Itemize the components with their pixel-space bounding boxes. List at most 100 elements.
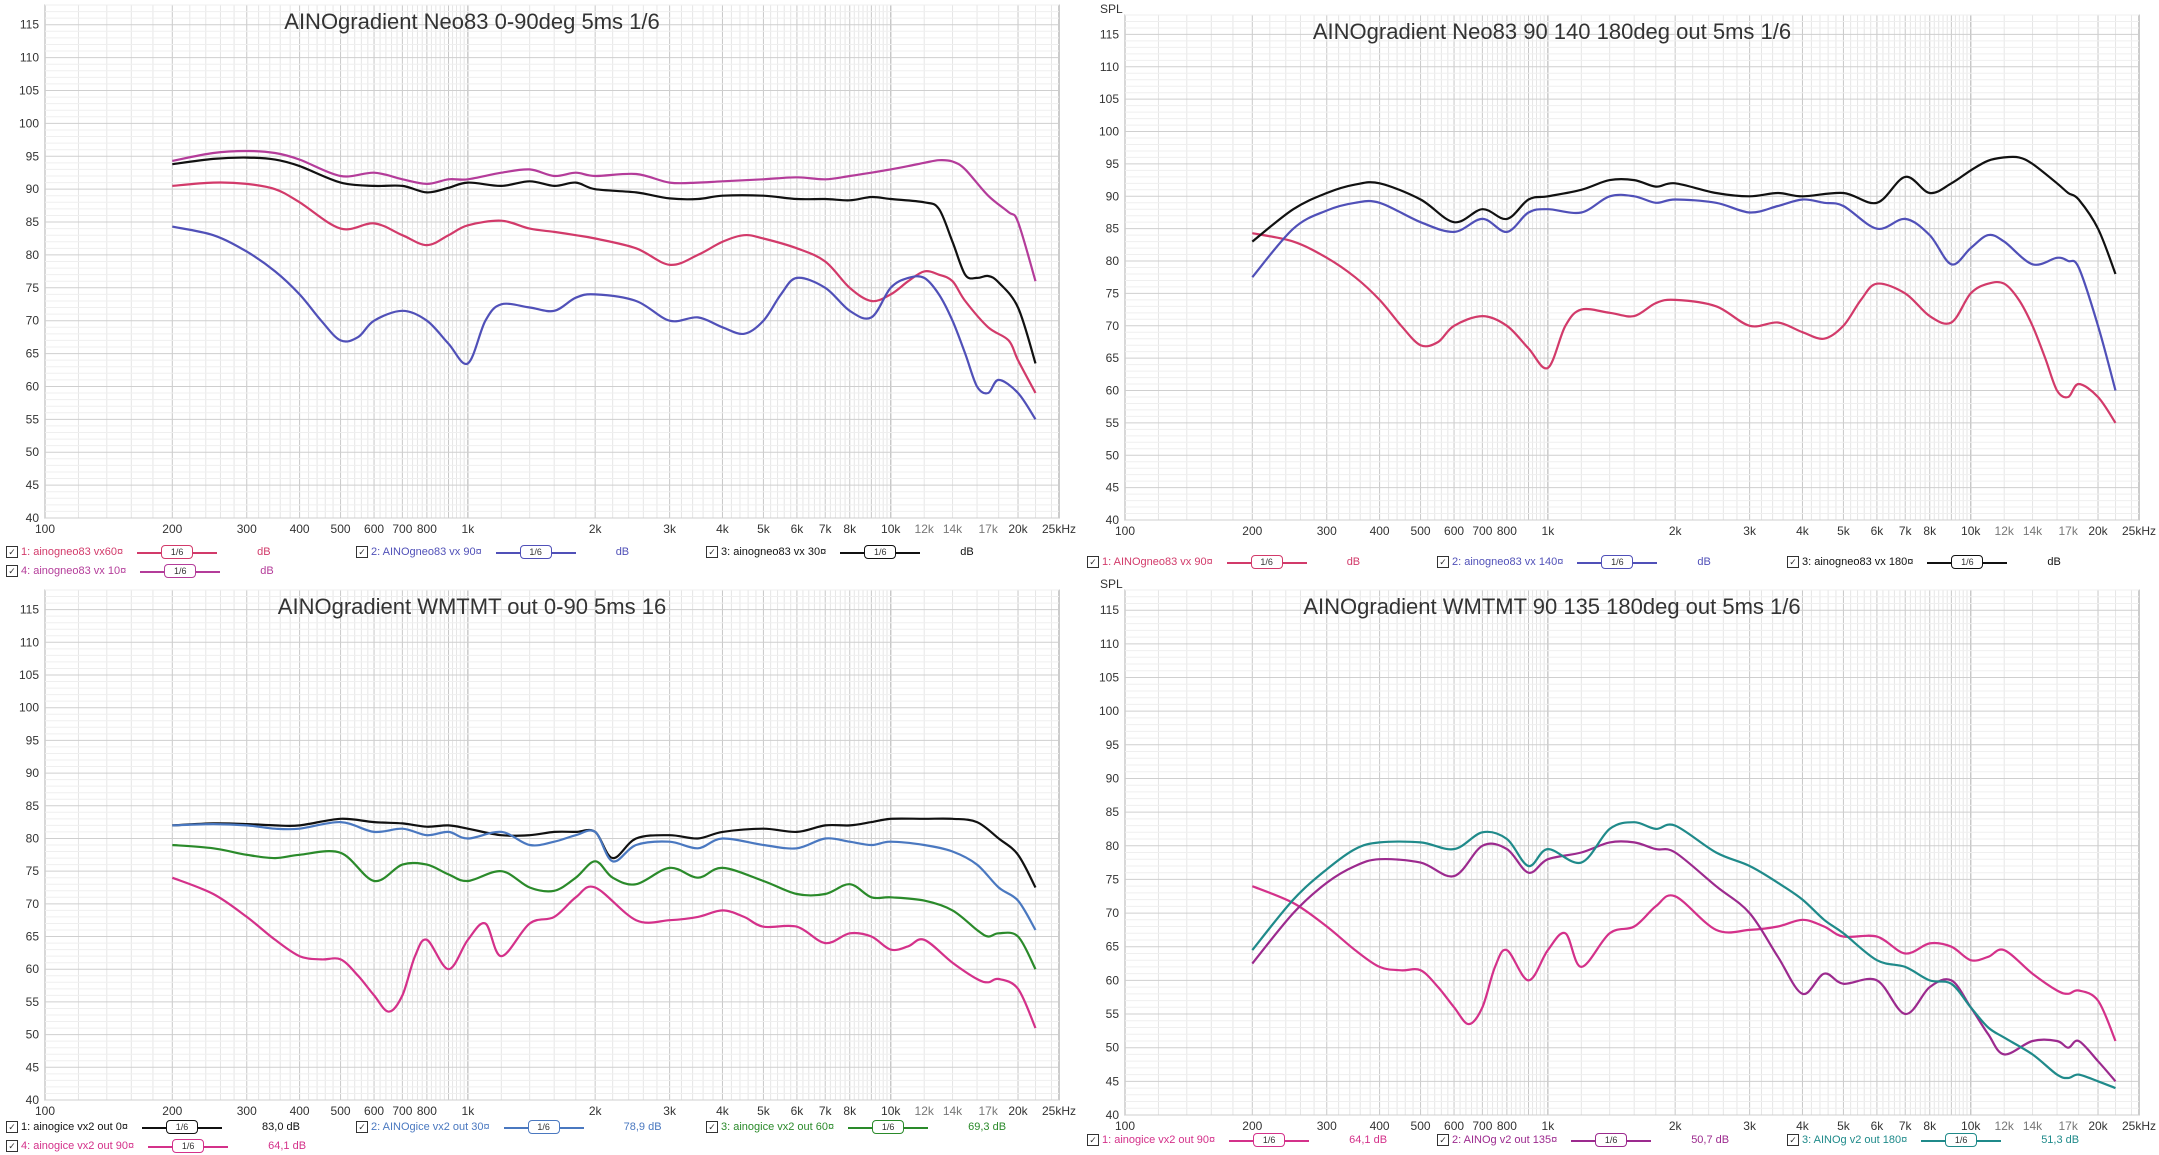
legend-checkbox[interactable] [1437, 1134, 1449, 1146]
x-tick-label: 4k [1796, 524, 1810, 538]
x-tick-label: 17k [2058, 1119, 2078, 1133]
y-tick-label: 65 [26, 930, 40, 944]
legend-swatch[interactable]: 1/6 [140, 564, 221, 578]
legend-item[interactable]: 1: ainogice vx2 out 90¤ 1/6 64,1 dB [1087, 1133, 1389, 1147]
legend-item[interactable]: 3: ainogneo83 vx 180¤ 1/6 dB [1787, 555, 2087, 569]
legend-swatch[interactable]: 1/6 [1577, 555, 1658, 569]
legend-item[interactable]: 4: ainogice vx2 out 90¤ 1/6 64,1 dB [6, 1139, 308, 1153]
y-tick-label: 100 [1099, 704, 1119, 718]
x-tick-label: 14k [2023, 524, 2043, 538]
smoothing-box[interactable]: 1/6 [872, 1120, 905, 1134]
legend-level: 78,9 dB [623, 1121, 662, 1133]
legend-checkbox[interactable] [1087, 556, 1099, 568]
x-tick-label: 500 [1411, 1119, 1431, 1133]
x-tick-label: 400 [1370, 524, 1390, 538]
smoothing-box[interactable]: 1/6 [519, 545, 552, 559]
y-tick-label: 50 [26, 1028, 40, 1042]
y-tick-label: 70 [26, 314, 40, 328]
y-tick-label: 60 [1106, 973, 1120, 987]
legend-checkbox[interactable] [706, 546, 718, 558]
x-tick-label: 400 [290, 522, 310, 536]
x-tick-label: 1k [1542, 524, 1556, 538]
y-tick-label: 110 [1100, 60, 1119, 74]
x-tick-label: 8k [843, 522, 857, 536]
legend-item[interactable]: 2: ainogneo83 vx 140¤ 1/6 dB [1437, 555, 1737, 569]
legend-item[interactable]: 1: AINOgneo83 vx 90¤ 1/6 dB [1087, 555, 1387, 569]
legend-swatch[interactable]: 1/6 [148, 1139, 229, 1153]
legend-swatch[interactable]: 1/6 [848, 1120, 929, 1134]
legend-checkbox[interactable] [6, 565, 18, 577]
legend-swatch[interactable]: 1/6 [142, 1120, 223, 1134]
legend-item[interactable]: 4: ainogneo83 vx 10¤ 1/6 dB [6, 564, 300, 578]
x-tick-label: 600 [1444, 524, 1464, 538]
smoothing-box[interactable]: 1/6 [1253, 1133, 1286, 1147]
legend-swatch[interactable]: 1/6 [840, 545, 921, 559]
legend-checkbox[interactable] [6, 1140, 18, 1152]
legend-level: 83,0 dB [262, 1121, 300, 1133]
legend-item[interactable]: 2: AINOgice vx2 out 30¤ 1/6 78,9 dB [356, 1120, 664, 1134]
legend-checkbox[interactable] [706, 1121, 718, 1133]
legend-checkbox[interactable] [6, 1121, 18, 1133]
x-tick-label: 3k [1743, 524, 1757, 538]
legend-item[interactable]: 2: AINOg v2 out 135¤ 1/6 50,7 dB [1437, 1133, 1731, 1147]
legend-swatch[interactable]: 1/6 [1229, 1133, 1310, 1147]
legend-item[interactable]: 3: ainogneo83 vx 30¤ 1/6 dB [706, 545, 1000, 559]
legend-checkbox[interactable] [356, 1121, 368, 1133]
series-line-2 [172, 820, 1037, 931]
y-tick-label: 45 [1106, 481, 1120, 495]
legend-swatch[interactable]: 1/6 [137, 545, 218, 559]
legend-checkbox[interactable] [1787, 1134, 1799, 1146]
smoothing-box[interactable]: 1/6 [864, 545, 897, 559]
smoothing-box[interactable]: 1/6 [161, 545, 194, 559]
legend-item[interactable]: 3: ainogice vx2 out 60¤ 1/6 69,3 dB [706, 1120, 1008, 1134]
smoothing-box[interactable]: 1/6 [1601, 555, 1634, 569]
legend-swatch[interactable]: 1/6 [1571, 1133, 1652, 1147]
x-tick-label: 25kHz [1042, 522, 1076, 536]
x-tick-label: 10k [1961, 1119, 1981, 1133]
legend-item[interactable]: 1: ainogice vx2 out 0¤ 1/6 83,0 dB [6, 1120, 302, 1134]
legend-swatch[interactable]: 1/6 [495, 545, 576, 559]
smoothing-box[interactable]: 1/6 [1250, 555, 1283, 569]
legend-swatch[interactable]: 1/6 [1927, 555, 2008, 569]
legend-checkbox[interactable] [356, 546, 368, 558]
legend-series-name: 2: AINOgneo83 vx 90¤ [371, 546, 482, 558]
legend-swatch[interactable]: 1/6 [503, 1120, 584, 1134]
x-tick-label: 6k [1871, 524, 1885, 538]
smoothing-box[interactable]: 1/6 [527, 1120, 560, 1134]
y-tick-label: 95 [26, 733, 40, 747]
x-tick-label: 800 [1497, 524, 1517, 538]
series-line-2 [172, 225, 1037, 420]
smoothing-box[interactable]: 1/6 [166, 1120, 199, 1134]
y-tick-label: 105 [19, 84, 39, 98]
legend-checkbox[interactable] [1087, 1134, 1099, 1146]
legend-level: dB [960, 546, 974, 558]
x-tick-label: 4k [1796, 1119, 1810, 1133]
smoothing-box[interactable]: 1/6 [164, 564, 197, 578]
x-tick-label: 5k [1837, 1119, 1851, 1133]
y-tick-label: 65 [1106, 940, 1120, 954]
y-tick-label: 50 [26, 445, 40, 459]
series-line-3 [1251, 821, 2116, 1090]
smoothing-box[interactable]: 1/6 [172, 1139, 205, 1153]
legend-item[interactable]: 3: AINOg v2 out 180¤ 1/6 51,3 dB [1787, 1133, 2081, 1147]
legend-item[interactable]: 2: AINOgneo83 vx 90¤ 1/6 dB [356, 545, 656, 559]
legend-checkbox[interactable] [6, 546, 18, 558]
legend-level: dB [257, 546, 271, 558]
legend-swatch[interactable]: 1/6 [1226, 555, 1307, 569]
legend-swatch[interactable]: 1/6 [1921, 1133, 2002, 1147]
smoothing-box[interactable]: 1/6 [1945, 1133, 1978, 1147]
legend-checkbox[interactable] [1437, 556, 1449, 568]
smoothing-box[interactable]: 1/6 [1951, 555, 1984, 569]
y-tick-label: 90 [26, 182, 40, 196]
legend-series-name: 2: AINOgice vx2 out 30¤ [371, 1121, 490, 1133]
chart-title: AINOgradient WMTMT 90 135 180deg out 5ms… [1303, 594, 1800, 619]
x-tick-label: 12k [915, 522, 935, 536]
legend-checkbox[interactable] [1787, 556, 1799, 568]
y-tick-label: 55 [1106, 416, 1120, 430]
smoothing-box[interactable]: 1/6 [1595, 1133, 1628, 1147]
legend-item[interactable]: 1: ainogneo83 vx60¤ 1/6 dB [6, 545, 297, 559]
legend-series-name: 4: ainogice vx2 out 90¤ [21, 1140, 135, 1152]
chart-title: AINOgradient Neo83 0-90deg 5ms 1/6 [284, 9, 659, 34]
y-tick-label: 65 [26, 347, 40, 361]
x-tick-label: 200 [1242, 1119, 1262, 1133]
